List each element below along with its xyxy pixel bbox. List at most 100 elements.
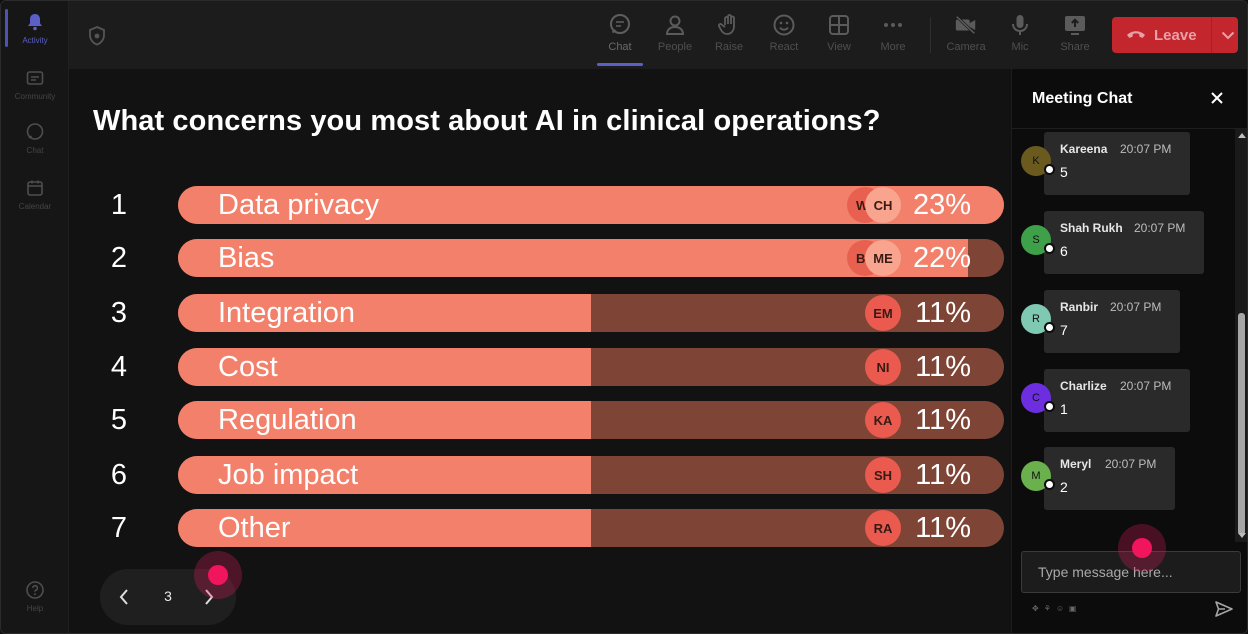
chat-button-label: Chat bbox=[608, 41, 632, 53]
message-text: 7 bbox=[1060, 322, 1068, 338]
raise-button-label: Raise bbox=[714, 41, 744, 53]
poll-result-fill bbox=[178, 239, 968, 277]
message-time: 20:07 PM bbox=[1105, 457, 1157, 471]
chat-message[interactable]: Ranbir 20:07 PM 7 bbox=[1044, 290, 1180, 353]
help-icon bbox=[24, 579, 46, 601]
attach-icon[interactable]: ⚘ bbox=[1043, 604, 1051, 613]
poll-option-percent: 11% bbox=[915, 404, 971, 436]
message-time: 20:07 PM bbox=[1120, 379, 1172, 393]
poll-option-row[interactable]: 2BiasBRME22% bbox=[69, 239, 1011, 279]
message-sender: Kareena bbox=[1060, 142, 1108, 156]
poll-option-percent: 11% bbox=[915, 459, 971, 491]
emoji-icon[interactable]: ☺ bbox=[1055, 604, 1065, 613]
chat-scrollbar[interactable] bbox=[1235, 129, 1247, 542]
send-icon[interactable] bbox=[1214, 600, 1234, 623]
share-button[interactable]: Share bbox=[1050, 13, 1100, 63]
presence-status-icon bbox=[1044, 243, 1055, 254]
poll-result-fill bbox=[178, 509, 591, 547]
person-icon bbox=[663, 13, 687, 37]
poll-option-row[interactable]: 7 Other RA 11% bbox=[69, 509, 1011, 549]
poll-option-number: 6 bbox=[110, 459, 128, 491]
poll-option-label: Job impact bbox=[218, 459, 359, 491]
chevron-down-icon[interactable] bbox=[1221, 27, 1235, 44]
poll-option-label: Regulation bbox=[218, 404, 357, 436]
raise-hand-button[interactable]: Raise bbox=[704, 13, 754, 63]
rail-item-label: Chat bbox=[26, 146, 44, 155]
more-button-label: More bbox=[880, 41, 906, 53]
community-icon bbox=[24, 67, 46, 89]
leave-button[interactable]: Leave bbox=[1112, 17, 1238, 53]
poll-option-percent: 11% bbox=[915, 351, 971, 383]
poll-option-row[interactable]: 6 Job impact SH 11% bbox=[69, 456, 1011, 496]
people-button-label: People bbox=[657, 41, 693, 53]
poll-option-row[interactable]: 5 Regulation KA 11% bbox=[69, 401, 1011, 441]
camera-button-label: Camera bbox=[946, 41, 986, 53]
chat-header-divider bbox=[1012, 128, 1247, 129]
bell-icon bbox=[24, 11, 46, 33]
react-button[interactable]: React bbox=[759, 13, 809, 63]
presence-status-icon bbox=[1044, 164, 1055, 175]
meeting-chat-panel: Meeting Chat Kareena 20:07 PM 5 K Shah Rukh 2… bbox=[1011, 69, 1247, 633]
scroll-up-arrow-icon[interactable] bbox=[1238, 133, 1246, 138]
voter-avatar: EM bbox=[865, 295, 901, 331]
scroll-down-arrow-icon[interactable] bbox=[1238, 533, 1246, 538]
mic-button[interactable]: Mic bbox=[995, 13, 1045, 63]
leave-button-label: Leave bbox=[1154, 26, 1197, 44]
rail-item-activity[interactable]: Activity bbox=[1, 11, 69, 61]
mic-button-label: Mic bbox=[1011, 41, 1029, 53]
microphone-icon bbox=[1008, 13, 1032, 37]
camera-off-icon bbox=[954, 13, 978, 37]
message-text: 5 bbox=[1060, 164, 1068, 180]
scrollbar-thumb[interactable] bbox=[1238, 313, 1245, 535]
poll-result-fill bbox=[178, 401, 591, 439]
share-screen-icon bbox=[1063, 13, 1087, 37]
leave-divider bbox=[1210, 17, 1212, 53]
format-icon[interactable]: ✥ bbox=[1032, 604, 1039, 613]
rail-item-calendar[interactable]: Calendar bbox=[1, 177, 69, 227]
rail-item-help[interactable]: Help bbox=[1, 579, 69, 629]
close-icon[interactable] bbox=[1210, 91, 1224, 110]
view-button[interactable]: View bbox=[814, 13, 864, 63]
message-time: 20:07 PM bbox=[1134, 221, 1186, 235]
rail-item-community[interactable]: Community bbox=[1, 67, 69, 117]
poll-option-percent: 22% bbox=[912, 242, 971, 274]
chat-title: Meeting Chat bbox=[1032, 90, 1133, 107]
poll-result-bar bbox=[178, 348, 1004, 386]
message-text: 1 bbox=[1060, 401, 1068, 417]
chat-message[interactable]: Shah Rukh 20:07 PM 6 bbox=[1044, 211, 1204, 274]
message-sender: Meryl bbox=[1060, 457, 1092, 471]
chat-message-input[interactable] bbox=[1021, 551, 1241, 593]
poll-option-number: 1 bbox=[110, 189, 128, 221]
rail-item-label: Community bbox=[14, 92, 56, 101]
more-button[interactable]: More bbox=[868, 13, 918, 63]
chevron-right-icon[interactable] bbox=[203, 587, 215, 612]
voter-avatar: SH bbox=[865, 457, 901, 493]
chat-message[interactable]: Kareena 20:07 PM 5 bbox=[1044, 132, 1190, 195]
calendar-icon bbox=[24, 177, 46, 199]
gif-icon[interactable]: ▣ bbox=[1069, 604, 1077, 613]
chat-icon bbox=[608, 13, 632, 37]
chat-button[interactable]: Chat bbox=[595, 13, 645, 63]
chat-message[interactable]: Charlize 20:07 PM 1 bbox=[1044, 369, 1190, 432]
rail-item-chat[interactable]: Chat bbox=[1, 121, 69, 171]
rail-item-label: Calendar bbox=[18, 202, 52, 211]
pointer-indicator bbox=[194, 551, 242, 599]
poll-option-row[interactable]: 4 Cost NI 11% bbox=[69, 348, 1011, 388]
chat-message[interactable]: Meryl 20:07 PM 2 bbox=[1044, 447, 1175, 510]
presence-status-icon bbox=[1044, 322, 1055, 333]
chevron-left-icon[interactable] bbox=[118, 587, 130, 612]
poll-option-number: 7 bbox=[110, 512, 128, 544]
poll-result-bar bbox=[178, 401, 1004, 439]
poll-option-label: Bias bbox=[218, 242, 275, 274]
poll-option-label: Cost bbox=[218, 351, 278, 383]
view-button-label: View bbox=[827, 41, 851, 53]
share-button-label: Share bbox=[1060, 41, 1090, 53]
message-time: 20:07 PM bbox=[1110, 300, 1162, 314]
poll-option-row[interactable]: 1 Data privacy WI CH 23% bbox=[69, 186, 1011, 226]
poll-stage: What concerns you most about AI in clini… bbox=[69, 69, 1011, 633]
shield-icon[interactable] bbox=[87, 25, 107, 52]
camera-button[interactable]: Camera bbox=[941, 13, 991, 63]
rail-active-indicator bbox=[5, 9, 8, 47]
people-button[interactable]: People bbox=[650, 13, 700, 63]
poll-option-row[interactable]: 3 Integration EM 11% bbox=[69, 294, 1011, 334]
